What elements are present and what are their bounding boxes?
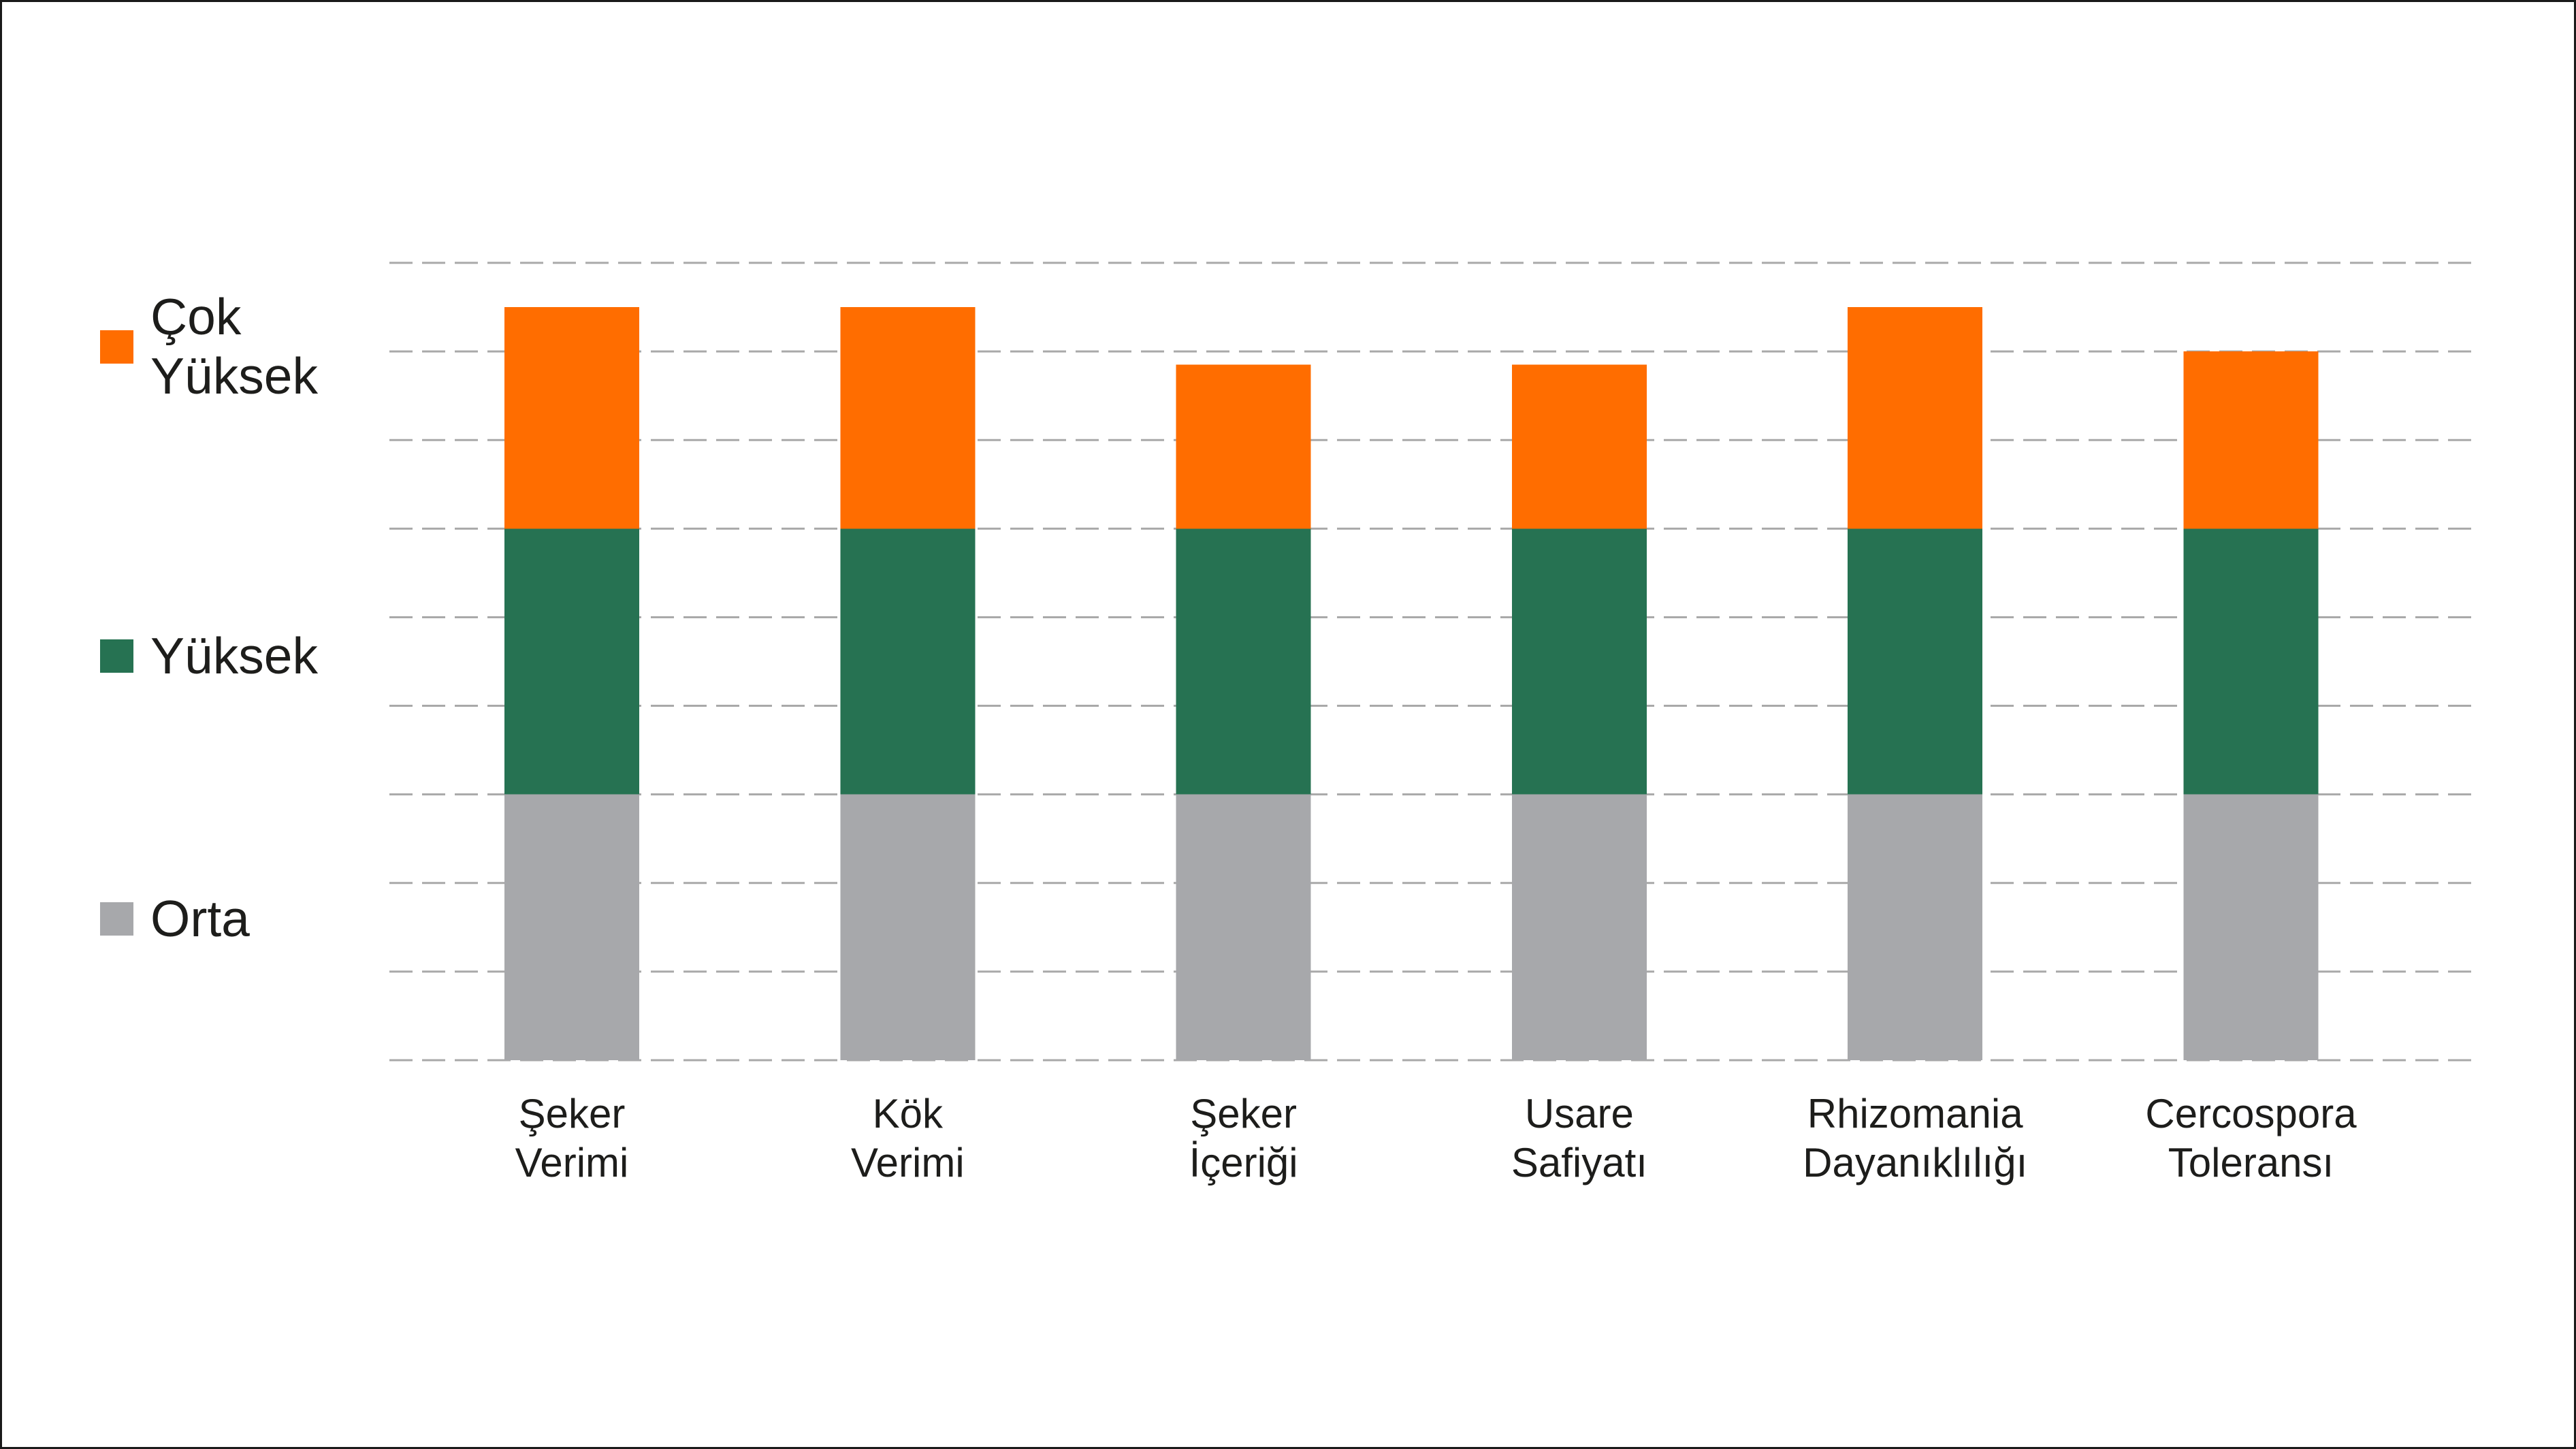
bar-orta-kok-verimi [840,794,976,1060]
bar-cok-yuksek-usare-safiyati [1511,364,1647,529]
legend-item-cok-yuksek: Çok Yüksek [100,287,318,406]
legend-label-cok-yuksek: Çok Yüksek [150,288,318,404]
legend-item-yuksek: Yüksek [100,626,318,686]
legend-label-orta: Orta [150,890,250,947]
x-tick-label-kok-verimi: Kök Verimi [850,1091,965,1185]
bar-yuksek-rhizomania-dayanikliligi [1848,528,1983,795]
bar-orta-cercospora-toleransi [2183,794,2319,1060]
bars [504,307,2319,1060]
legend-swatch-orta [100,902,133,936]
bar-orta-usare-safiyati [1511,794,1647,1060]
bar-yuksek-usare-safiyati [1511,528,1647,795]
x-tick-label-cercospora-toleransi: Cercospora Toleransı [2145,1091,2357,1185]
x-tick-label-rhizomania-dayanikliligi: Rhizomania Dayanıklılığı [1803,1091,2028,1185]
x-tick-label-seker-icerigi: Şeker İçeriği [1189,1091,1298,1185]
legend-label-yuksek: Yüksek [150,627,318,684]
bar-yuksek-seker-verimi [504,528,639,795]
bar-yuksek-seker-icerigi [1176,528,1311,795]
bar-orta-seker-verimi [504,794,639,1060]
legend-swatch-cok-yuksek [100,330,133,364]
bar-yuksek-kok-verimi [840,528,976,795]
bar-cok-yuksek-rhizomania-dayanikliligi [1848,307,1983,529]
legend-item-orta: Orta [100,889,250,949]
bar-cok-yuksek-cercospora-toleransi [2183,351,2319,529]
bar-orta-seker-icerigi [1176,794,1311,1060]
bar-yuksek-cercospora-toleransi [2183,528,2319,795]
bar-cok-yuksek-seker-verimi [504,307,639,529]
legend-swatch-yuksek [100,639,133,673]
bar-cok-yuksek-seker-icerigi [1176,364,1311,529]
x-tick-label-seker-verimi: Şeker Verimi [515,1091,629,1185]
gridlines [389,261,2476,1062]
bar-cok-yuksek-kok-verimi [840,307,976,529]
x-tick-label-usare-safiyati: Usare Safiyatı [1511,1091,1647,1185]
bar-orta-rhizomania-dayanikliligi [1848,794,1983,1060]
